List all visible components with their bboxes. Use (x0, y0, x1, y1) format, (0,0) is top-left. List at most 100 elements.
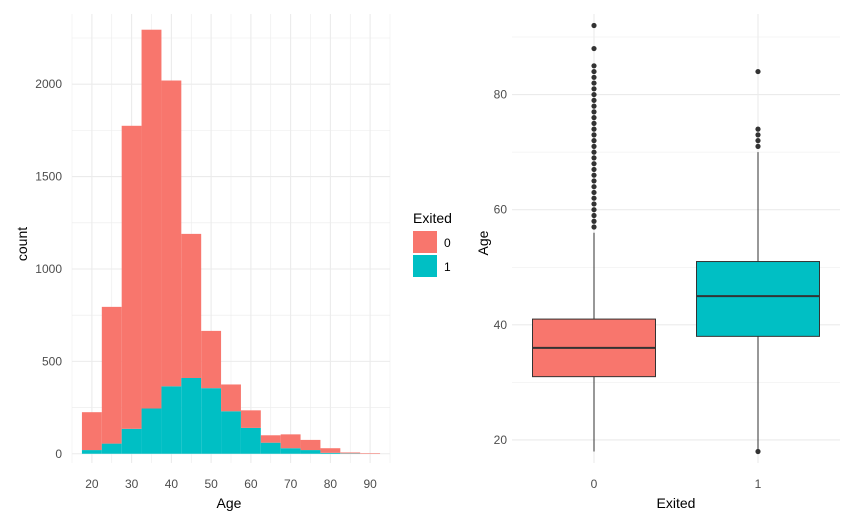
legend-title: Exited (413, 210, 452, 226)
histogram-bar-exited-1 (240, 427, 261, 454)
boxplot-x-tick-label: 1 (755, 477, 762, 491)
histogram-bar-exited-0 (240, 410, 261, 428)
histogram-bar-exited-0 (360, 453, 381, 454)
histogram-bar-exited-0 (101, 306, 122, 444)
boxplot-outlier-point (591, 149, 597, 155)
boxplot-y-tick-label: 60 (494, 203, 508, 217)
boxplot-outlier-point (591, 80, 597, 86)
boxplot-outlier-point (591, 126, 597, 132)
boxplot-outlier-point (591, 161, 597, 167)
boxplot-outlier-point (591, 201, 597, 207)
histogram-bar-exited-1 (201, 388, 222, 454)
histogram-bar-exited-0 (260, 435, 281, 443)
histogram-y-tick-label: 1500 (35, 170, 62, 184)
histogram-y-tick-label: 1000 (35, 262, 62, 276)
histogram-bar-exited-0 (280, 434, 301, 449)
boxplot-y-tick-label: 40 (494, 318, 508, 332)
boxplot-outlier-point (591, 184, 597, 190)
boxplot-x-axis-title: Exited (657, 495, 696, 511)
legend: Exited 0 1 (413, 210, 452, 277)
histogram-bar-exited-1 (260, 442, 281, 454)
boxplot-outlier-point (591, 103, 597, 109)
histogram-bar-exited-1 (101, 443, 122, 454)
boxplot-outlier-point (591, 86, 597, 92)
boxplot-outlier-point (591, 68, 597, 75)
boxplot-x-tick-label: 0 (591, 477, 598, 491)
boxplot-outlier-point (591, 218, 597, 224)
histogram-bars (81, 29, 381, 454)
boxplot-box-1 (696, 261, 820, 337)
histogram-panel: 0 500 1000 1500 2000 20 30 40 50 60 70 80 90 Age co… (14, 14, 391, 511)
boxplot-outlier-point (591, 189, 597, 196)
histogram-y-ticks: 0 500 1000 1500 2000 (35, 77, 62, 461)
boxplot-boxes (532, 22, 820, 455)
boxplot-outlier-point (591, 74, 597, 80)
histogram-bar-exited-0 (221, 384, 241, 412)
histogram-bar-exited-0 (201, 330, 222, 389)
boxplot-outlier-point (755, 138, 761, 144)
boxplot-outlier-point (755, 143, 761, 149)
boxplot-outlier-point (591, 178, 597, 184)
histogram-bar-exited-1 (221, 411, 241, 454)
histogram-bar-exited-0 (181, 233, 202, 379)
histogram-x-tick-label: 70 (284, 477, 298, 491)
histogram-bar-exited-1 (141, 408, 162, 454)
histogram-bar-exited-0 (121, 125, 142, 429)
boxplot-outlier-point (591, 63, 597, 69)
boxplot-y-tick-label: 80 (494, 88, 508, 102)
histogram-bar-exited-1 (181, 378, 202, 454)
histogram-x-ticks: 20 30 40 50 60 70 80 90 (85, 477, 377, 491)
boxplot-outlier-point (591, 138, 597, 144)
boxplot-gridlines (512, 14, 840, 463)
histogram-x-axis-title: Age (217, 495, 242, 511)
histogram-x-tick-label: 60 (244, 477, 258, 491)
boxplot-outlier-point (591, 109, 597, 115)
histogram-y-tick-label: 0 (55, 447, 62, 461)
boxplot-outlier-point (591, 132, 597, 138)
boxplot-outlier-point (591, 91, 597, 98)
boxplot-outlier-point (591, 22, 597, 29)
boxplot-outlier-point (591, 143, 597, 149)
histogram-bar-exited-0 (141, 29, 162, 409)
boxplot-outlier-point (591, 166, 597, 173)
boxplot-y-ticks: 20 40 60 80 (494, 88, 508, 447)
boxplot-outlier-point (591, 207, 597, 213)
boxplot-outlier-point (591, 212, 597, 219)
boxplot-y-axis-title: Age (475, 230, 491, 255)
histogram-bar-exited-1 (280, 448, 301, 454)
histogram-bar-exited-1 (300, 450, 321, 454)
histogram-y-tick-label: 500 (42, 354, 62, 368)
histogram-bar-exited-0 (340, 452, 361, 454)
histogram-y-tick-label: 2000 (35, 77, 62, 91)
boxplot-outlier-point (755, 126, 761, 132)
histogram-bar-exited-1 (320, 452, 341, 454)
legend-label-1: 1 (444, 260, 451, 274)
histogram-bar-exited-0 (81, 412, 102, 451)
legend-label-0: 0 (444, 236, 451, 250)
boxplot-y-tick-label: 20 (494, 433, 508, 447)
boxplot-outlier-point (755, 68, 761, 75)
histogram-x-tick-label: 40 (165, 477, 179, 491)
histogram-x-tick-label: 80 (324, 477, 338, 491)
histogram-x-tick-label: 30 (125, 477, 139, 491)
histogram-bar-exited-1 (161, 386, 182, 454)
boxplot-outlier-point (755, 132, 761, 138)
boxplot-outlier-point (755, 448, 761, 455)
boxplot-outlier-point (591, 115, 597, 121)
histogram-x-tick-label: 20 (85, 477, 99, 491)
boxplot-outlier-point (591, 97, 597, 103)
histogram-bar-exited-0 (161, 80, 182, 387)
boxplot-outlier-point (591, 120, 597, 126)
boxplot-outlier-point (591, 172, 597, 178)
boxplot-outlier-point (591, 45, 597, 52)
histogram-bar-exited-1 (121, 428, 142, 454)
histogram-x-tick-label: 90 (363, 477, 377, 491)
boxplot-outlier-point (591, 195, 597, 201)
legend-key-1 (413, 255, 437, 277)
histogram-y-axis-title: count (14, 227, 30, 261)
histogram-bar-exited-0 (300, 439, 321, 451)
histogram-bar-exited-0 (320, 448, 341, 453)
